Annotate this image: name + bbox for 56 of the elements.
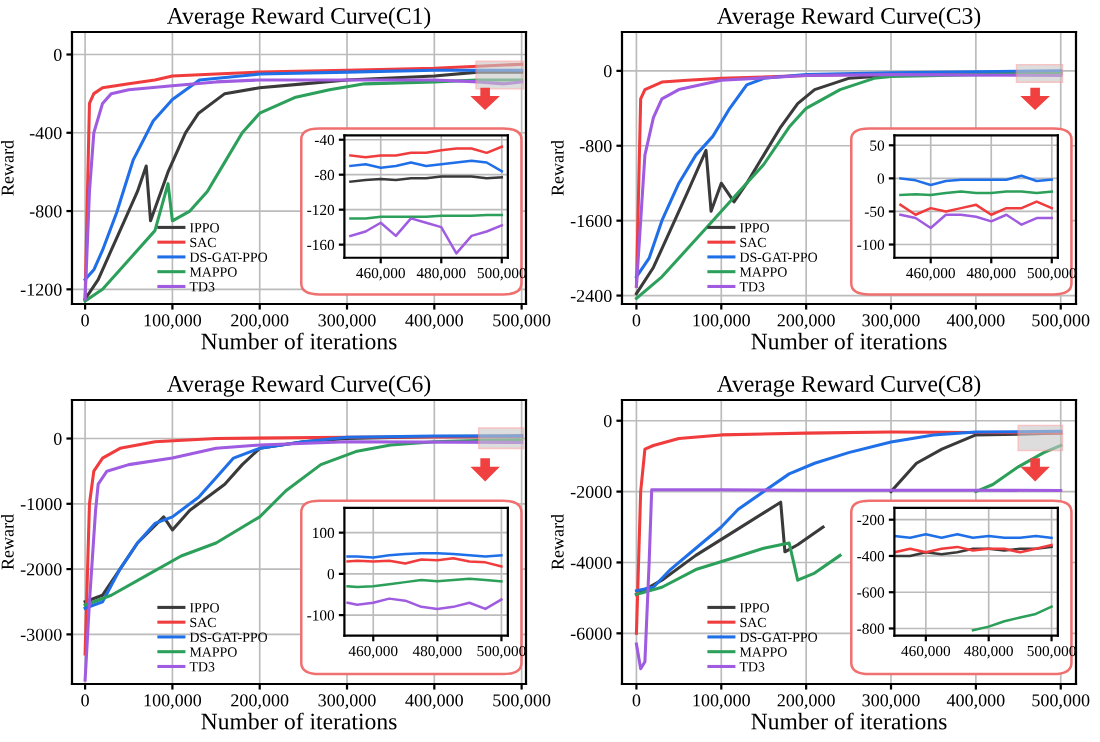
y-tick-label: -1600 — [570, 214, 612, 228]
line-series — [899, 213, 1054, 230]
y-tick-label: -1000 — [20, 498, 62, 511]
x-tick-label: 0 — [632, 314, 641, 327]
x-tick-label: 500,000 — [1032, 694, 1090, 710]
x-tick-label: 300,000 — [318, 314, 376, 330]
y-tick-label: -2000 — [570, 485, 612, 499]
x-tick-label: 0 — [81, 314, 89, 327]
y-tick-label: -2400 — [570, 289, 612, 303]
x-tick-label: 200,000 — [231, 314, 289, 330]
x-tick-label: 400,000 — [405, 694, 463, 710]
chart-title: Average Reward Curve(C3) — [717, 7, 981, 29]
x-tick-label: 200,000 — [231, 694, 289, 710]
x-axis-title: Number of iterations — [751, 712, 947, 730]
x-tick-label: 300,000 — [318, 694, 376, 710]
y-tick-label: -800 — [579, 140, 612, 153]
x-tick-label: 300,000 — [862, 314, 920, 330]
x-tick-label: 500,000 — [493, 694, 551, 710]
x-tick-label: 100,000 — [693, 314, 750, 330]
x-tick-label: 400,000 — [946, 694, 1005, 710]
x-tick-label: 500,000 — [493, 314, 551, 330]
x-tick-label: 200,000 — [777, 694, 835, 710]
y-tick-label: -400 — [29, 127, 62, 140]
y-axis-title: Reward — [1, 514, 14, 570]
x-tick-label: 0 — [81, 694, 89, 707]
line-series — [971, 605, 1053, 632]
line-series — [349, 217, 504, 255]
x-tick-label: 300,000 — [862, 694, 920, 710]
y-tick-label: 0 — [53, 432, 62, 445]
y-axis-title: Reward — [1, 140, 14, 196]
y-tick-label: -1200 — [20, 283, 62, 296]
x-tick-label: 500,000 — [1032, 314, 1090, 330]
x-tick-label: 100,000 — [693, 694, 750, 710]
y-tick-label: -6000 — [570, 627, 612, 640]
y-tick-label: 0 — [603, 65, 612, 78]
x-axis-title: Number of iterations — [751, 332, 947, 350]
x-tick-label: 0 — [632, 694, 641, 707]
y-tick-label: -2000 — [20, 563, 62, 576]
y-axis-title: Reward — [551, 140, 564, 196]
y-axis-title: Reward — [551, 514, 564, 570]
y-tick-label: -3000 — [20, 628, 62, 641]
x-axis-title: Number of iterations — [201, 332, 397, 350]
y-tick-label: -4000 — [570, 556, 612, 569]
y-tick-label: 0 — [603, 414, 612, 428]
x-tick-label: 400,000 — [405, 314, 463, 330]
y-tick-label: -800 — [29, 205, 62, 218]
chart-title: Average Reward Curve(C6) — [167, 375, 431, 397]
y-tick-label: 0 — [53, 48, 62, 61]
x-tick-label: 400,000 — [946, 314, 1005, 330]
chart-title: Average Reward Curve(C8) — [717, 375, 981, 397]
x-tick-label: 100,000 — [144, 314, 202, 330]
x-axis-title: Number of iterations — [201, 712, 397, 730]
line-series — [899, 200, 1054, 216]
chart-title: Average Reward Curve(C1) — [167, 7, 431, 29]
x-tick-label: 200,000 — [777, 314, 835, 330]
x-tick-label: 100,000 — [144, 694, 202, 710]
